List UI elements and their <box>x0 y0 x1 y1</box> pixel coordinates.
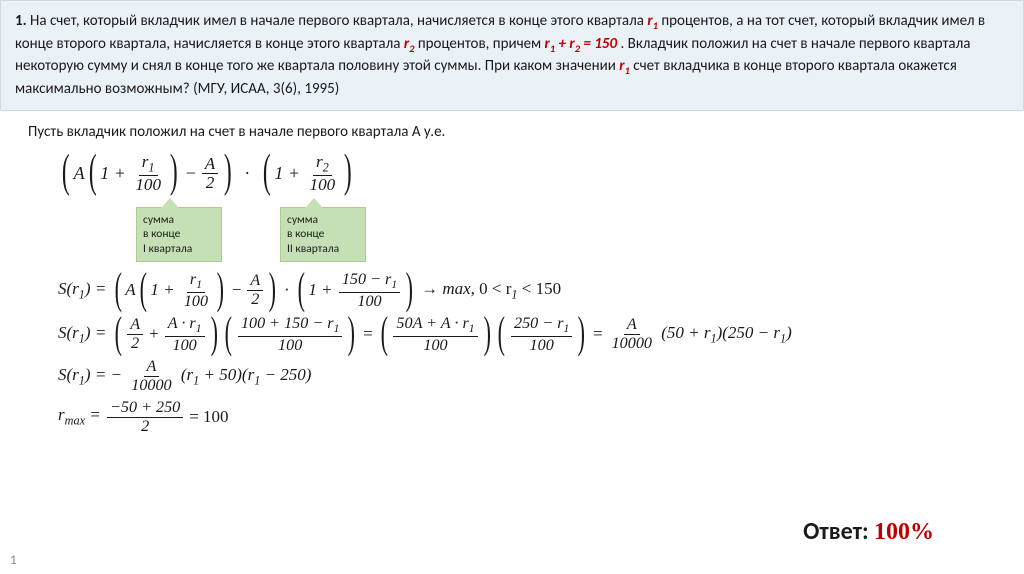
problem-text-1: На счет, который вкладчик имел в начале … <box>30 12 647 30</box>
answer-value: 100% <box>874 519 934 545</box>
problem-statement: 1. На счет, который вкладчик имел в нача… <box>0 0 1024 111</box>
solution-area: Пусть вкладчик положил на счет в начале … <box>0 111 1024 435</box>
answer: Ответ: 100% <box>803 517 934 546</box>
formula-s3: S(r1) = − A10000 (r1 + 50)(r1 − 250) <box>58 358 996 395</box>
formula-rmax: rmax = −50 + 2502 = 100 <box>58 399 996 436</box>
callout-q1: суммав концеI квартала <box>136 207 222 262</box>
solution-intro: Пусть вкладчик положил на счет в начале … <box>28 123 996 141</box>
answer-label: Ответ: <box>803 517 874 546</box>
formula-s1: S(r1) = ( A ( 1 + r1100 ) − A2 ) · ( 1 +… <box>58 271 996 311</box>
problem-text-3: процентов, причем <box>418 35 545 53</box>
var-r1: r1 <box>647 12 658 30</box>
formula-s1-tail: → max, 0 < r1 < 150 <box>417 280 561 302</box>
var-r2: r2 <box>404 35 415 53</box>
callout-q2: суммав концеII квартала <box>280 207 366 262</box>
callouts-row: суммав концеI квартала суммав концеII кв… <box>58 199 996 267</box>
formula-initial: ( A ( 1 + r1100 ) − A2 ) · ( 1 + r2100 ) <box>58 153 996 195</box>
formula-s2: S(r1) = ( A2 + A · r1100 ) ( 100 + 150 −… <box>58 315 996 355</box>
problem-number: 1. <box>15 12 27 30</box>
page-number: 1 <box>10 553 17 568</box>
var-eq: r1 + r2 = 150 <box>545 35 618 53</box>
var-r1b: r1 <box>619 57 630 75</box>
